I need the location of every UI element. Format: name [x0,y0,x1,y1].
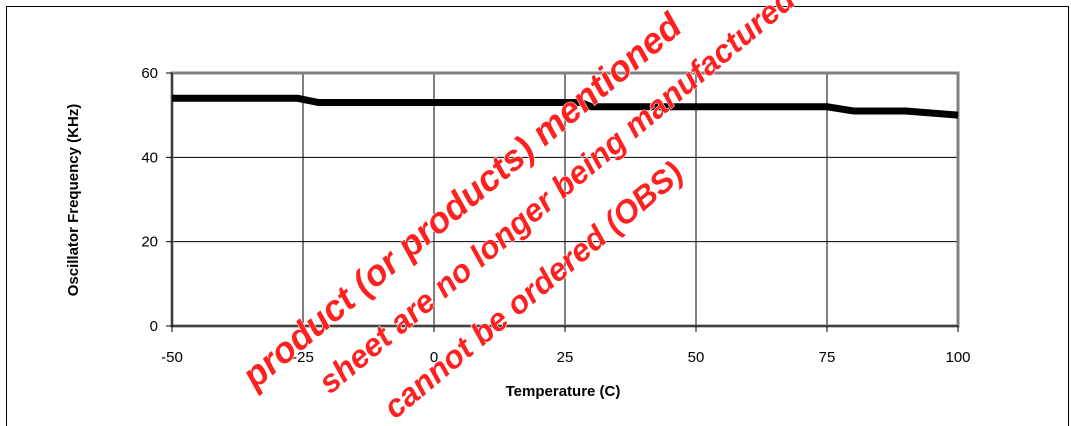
x-tick-labels: -50 -25 0 25 50 75 100 [161,349,970,366]
x-tick-label: 50 [688,349,705,366]
x-tick-label: 75 [819,349,836,366]
y-tick-label: 0 [150,318,158,335]
y-tick-label: 40 [141,149,158,166]
watermark-line: sheet are no longer being manufactured [311,0,802,400]
x-tick-label: 0 [430,349,438,366]
grid-lines [172,73,958,326]
y-axis-title: Oscillator Frequency (KHz) [65,104,82,297]
x-tick-label: 25 [557,349,574,366]
x-axis-title: Temperature (C) [506,383,621,400]
x-tick-label: -25 [292,349,314,366]
x-tick-label: 100 [945,349,970,366]
y-tick-label: 20 [141,234,158,251]
x-tick-label: -50 [161,349,183,366]
axis-ticks [166,72,959,332]
y-tick-label: 60 [141,65,158,82]
y-tick-labels: 0 20 40 60 [141,65,158,335]
series-line [172,94,959,119]
chart-frame [6,6,1069,426]
